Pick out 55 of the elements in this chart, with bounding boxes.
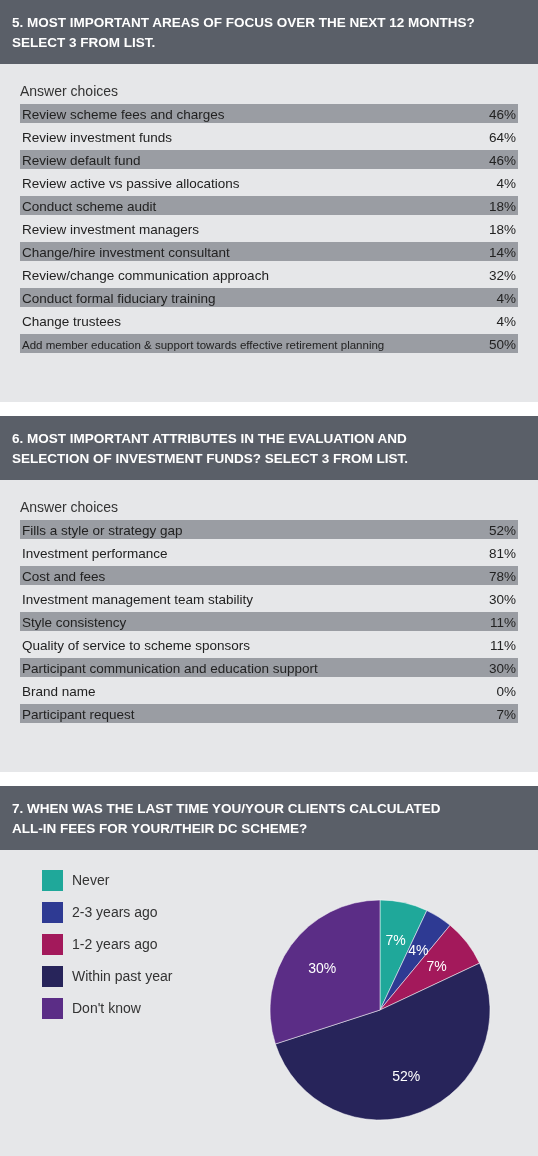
text: 46%: [488, 106, 516, 122]
text: 78%: [488, 568, 516, 584]
text: 52%: [488, 522, 516, 538]
text: Answer choices: [20, 499, 119, 515]
data-label: 4%: [408, 941, 429, 958]
text: 5. MOST IMPORTANT AREAS OF FOCUS OVER THE NEXT 12 MONTHS? SELECT 3 FROM LIST.: [12, 15, 475, 50]
text: 30%: [488, 591, 516, 607]
category-label: Brand name: [22, 683, 96, 699]
category-label: Change/hire investment consultant: [22, 244, 231, 260]
category-label: Review investment managers: [22, 221, 200, 237]
category-label: Conduct formal fiduciary training: [22, 290, 216, 306]
text: 30%: [488, 660, 516, 676]
chart-title: 7. WHEN WAS THE LAST TIME YOU/YOUR CLIENTS CALCULATED ALL-IN FEES FOR YOUR/THEIR DC SCHEME?: [12, 801, 441, 836]
category-label: Participant request: [22, 706, 135, 722]
text: 7%: [496, 706, 516, 722]
legend-label: Within past year: [72, 968, 173, 984]
category-label: Cost and fees: [22, 568, 106, 584]
category-label: Fills a style or strategy gap: [22, 522, 183, 538]
text: 81%: [488, 545, 516, 561]
text: 14%: [488, 244, 516, 260]
category-label: Review default fund: [22, 152, 141, 168]
legend-label: 1-2 years ago: [72, 936, 158, 952]
text: 6. MOST IMPORTANT ATTRIBUTES IN THE EVALUATION AND SELECTION OF INVESTMENT FUNDS? SELECT 3 FROM LIST.: [12, 431, 409, 466]
category-label: Investment performance: [22, 545, 168, 561]
text: 32%: [488, 267, 516, 283]
category-label: Review/change communication approach: [22, 267, 269, 283]
text: 50%: [488, 336, 516, 352]
category-label: Review investment funds: [22, 129, 173, 145]
data-label: 52%: [392, 1068, 421, 1085]
text: 11%: [489, 637, 516, 653]
legend-label: Don't know: [72, 1000, 142, 1016]
data-label: 7%: [385, 932, 406, 949]
category-label: Investment management team stability: [22, 591, 254, 607]
category-label: Add member education & support towards effective retirement planning: [22, 338, 385, 351]
text: 4%: [496, 175, 516, 191]
text: 46%: [488, 152, 516, 168]
text: 0%: [496, 683, 516, 699]
text: Answer choices: [20, 83, 119, 99]
text: 4%: [496, 290, 516, 306]
data-label: 7%: [426, 958, 447, 975]
category-label: Style consistency: [22, 614, 127, 630]
text: 11%: [489, 614, 516, 630]
category-label: Review scheme fees and charges: [22, 106, 225, 122]
category-label: Review active vs passive allocations: [22, 175, 240, 191]
category-label: Conduct scheme audit: [22, 198, 157, 214]
category-label: Participant communication and education support: [22, 660, 318, 676]
text: 18%: [488, 221, 516, 237]
text: 64%: [488, 129, 516, 145]
data-label: 30%: [308, 959, 337, 976]
category-label: Quality of service to scheme sponsors: [22, 637, 251, 653]
legend-label: 2-3 years ago: [72, 904, 158, 920]
category-label: Change trustees: [22, 313, 122, 329]
legend-label: Never: [72, 872, 110, 888]
text: 4%: [496, 313, 516, 329]
text: 18%: [488, 198, 516, 214]
